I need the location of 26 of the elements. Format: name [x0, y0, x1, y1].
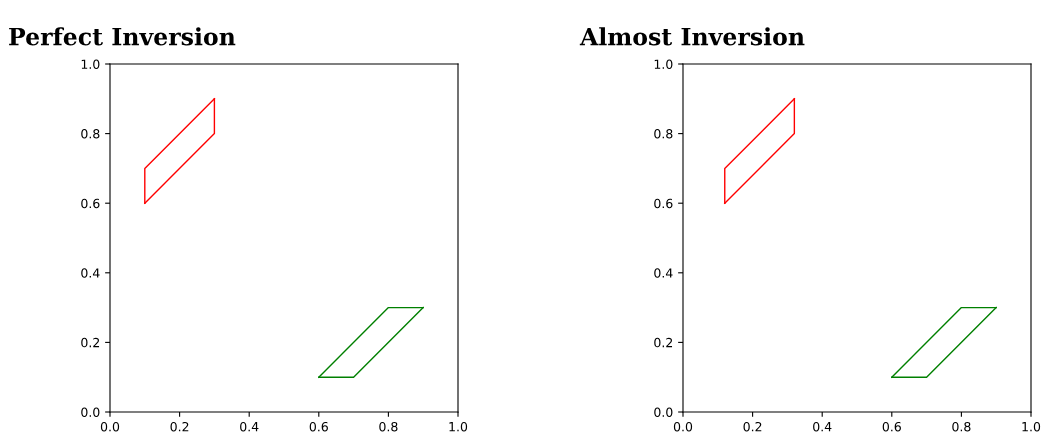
- x-tick-label: 0.0: [673, 421, 693, 432]
- x-tick-label: 0.0: [100, 421, 120, 432]
- y-tick-label: 0.8: [654, 129, 673, 139]
- y-tick-label: 0.4: [654, 268, 673, 278]
- x-tick-label: 0.8: [379, 421, 398, 432]
- y-tick-label: 0.6: [654, 198, 673, 209]
- x-tick-label: 0.4: [240, 421, 259, 432]
- y-tick-label: 0.6: [81, 198, 100, 209]
- y-tick-label: 0.4: [81, 268, 100, 278]
- y-tick-label: 1.0: [654, 59, 673, 69]
- y-tick-label: 0.2: [654, 337, 673, 348]
- x-tick-label: 0.2: [743, 421, 762, 432]
- x-tick-label: 1.0: [1022, 421, 1041, 432]
- y-tick-label: 0.0: [654, 407, 673, 417]
- x-tick-label: 1.0: [449, 421, 468, 432]
- x-tick-label: 0.6: [882, 421, 901, 432]
- y-tick-label: 1.0: [81, 59, 100, 69]
- x-tick-label: 0.8: [952, 421, 971, 432]
- x-tick-label: 0.2: [170, 421, 189, 432]
- x-tick-label: 0.4: [813, 421, 832, 432]
- y-tick-label: 0.8: [81, 129, 100, 139]
- y-tick-label: 0.2: [81, 337, 100, 348]
- chart-title: Perfect Inversion: [9, 27, 236, 46]
- x-tick-label: 0.6: [309, 421, 328, 432]
- chart-title: Almost Inversion: [579, 27, 805, 46]
- y-tick-label: 0.0: [81, 407, 100, 417]
